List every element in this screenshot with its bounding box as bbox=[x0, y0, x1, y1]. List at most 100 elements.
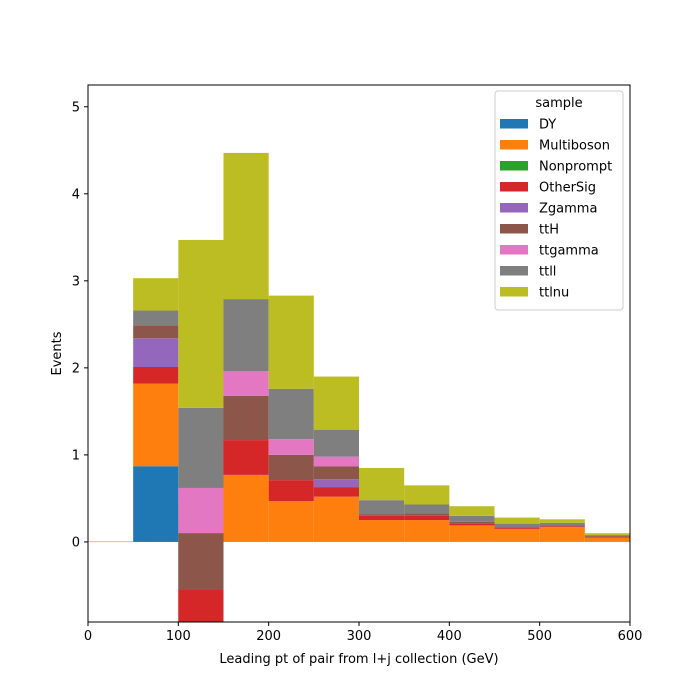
bar-othersig-bin-4 bbox=[268, 480, 314, 502]
legend-label-tth: ttH bbox=[539, 223, 559, 238]
x-tick-label: 200 bbox=[256, 629, 281, 644]
legend-label-dy: DY bbox=[539, 118, 556, 133]
legend-swatch-dy bbox=[500, 119, 528, 129]
bar-ttll-bin-7 bbox=[404, 504, 450, 514]
bar-tth-bin-6 bbox=[359, 514, 405, 516]
bar-ttlnu-bin-3 bbox=[223, 152, 269, 300]
bar-tth-bin-1 bbox=[133, 325, 179, 339]
y-tick-label: 4 bbox=[72, 187, 80, 202]
bar-tth-bin-5 bbox=[313, 466, 359, 480]
y-tick-label: 1 bbox=[72, 448, 80, 463]
bar-tth-bin-8 bbox=[449, 521, 495, 524]
legend-label-multiboson: Multiboson bbox=[539, 139, 610, 154]
bar-tth-bin-3 bbox=[223, 395, 269, 441]
legend-label-nonprompt: Nonprompt bbox=[539, 160, 612, 175]
bar-othersig-bin-6 bbox=[359, 515, 405, 521]
bar-tth-bin-2 bbox=[178, 533, 224, 590]
y-tick-label: 5 bbox=[72, 100, 80, 115]
legend-swatch-tth bbox=[500, 224, 528, 234]
legend-swatch-ttgamma bbox=[500, 245, 528, 255]
bar-multiboson-bin-7 bbox=[404, 520, 450, 542]
bar-ttlnu-bin-6 bbox=[359, 467, 405, 501]
y-tick-label: 3 bbox=[72, 274, 80, 289]
bar-multiboson-bin-4 bbox=[268, 501, 314, 542]
bar-multiboson-bin-8 bbox=[449, 525, 495, 542]
legend: sample DY Multiboson Nonprompt OtherSig Zgam… bbox=[494, 90, 624, 311]
legend-swatch-zgamma bbox=[500, 203, 528, 213]
bar-ttgamma-bin-4 bbox=[268, 439, 314, 455]
bar-ttll-bin-2 bbox=[178, 407, 224, 488]
x-tick-label: 300 bbox=[347, 629, 372, 644]
bar-ttlnu-bin-1 bbox=[133, 278, 179, 311]
bar-ttlnu-bin-4 bbox=[268, 295, 314, 389]
bar-ttll-bin-11 bbox=[584, 534, 630, 536]
bar-ttlnu-bin-11 bbox=[584, 533, 630, 535]
bar-othersig-bin-7 bbox=[404, 515, 450, 521]
bar-ttgamma-bin-2 bbox=[178, 487, 224, 534]
legend-label-ttgamma: ttgamma bbox=[539, 244, 599, 259]
x-tick-label: 0 bbox=[84, 629, 92, 644]
legend-swatch-ttlnu bbox=[500, 287, 528, 297]
bar-tth-bin-7 bbox=[404, 513, 450, 516]
bar-ttgamma-bin-3 bbox=[223, 371, 269, 396]
x-tick-label: 600 bbox=[618, 629, 643, 644]
bar-othersig-bin-1 bbox=[133, 366, 179, 384]
bar-othersig-bin-5 bbox=[313, 487, 359, 497]
y-tick-label: 0 bbox=[72, 535, 80, 550]
bar-tth-bin-11 bbox=[584, 535, 630, 537]
bar-multiboson-bin-9 bbox=[494, 528, 540, 542]
bar-ttll-bin-6 bbox=[359, 500, 405, 515]
bar-tth-bin-10 bbox=[539, 525, 585, 527]
bar-ttlnu-bin-9 bbox=[494, 517, 540, 524]
bar-multiboson-bin-10 bbox=[539, 527, 585, 542]
bar-ttll-bin-4 bbox=[268, 388, 314, 440]
bar-othersig-bin-3 bbox=[223, 440, 269, 475]
x-axis: 0 100 200 300 400 500 600 bbox=[84, 622, 643, 644]
legend-label-zgamma: Zgamma bbox=[539, 202, 597, 217]
legend-swatch-othersig bbox=[500, 182, 528, 192]
legend-swatch-multiboson bbox=[500, 140, 528, 150]
bars-layer bbox=[88, 152, 630, 622]
bar-tth-bin-9 bbox=[494, 527, 540, 529]
legend-title: sample bbox=[535, 96, 582, 111]
bar-othersig-bin-11 bbox=[584, 536, 630, 538]
x-tick-label: 500 bbox=[527, 629, 552, 644]
bar-ttlnu-bin-5 bbox=[313, 376, 359, 430]
bar-zgamma-bin-5 bbox=[313, 479, 359, 488]
bar-ttlnu-bin-8 bbox=[449, 506, 495, 516]
bar-othersig-bin-2 bbox=[178, 589, 224, 622]
x-tick-label: 400 bbox=[437, 629, 462, 644]
bar-ttll-bin-9 bbox=[494, 523, 540, 528]
bar-othersig-bin-10 bbox=[539, 526, 585, 528]
bar-othersig-bin-9 bbox=[494, 528, 540, 529]
bar-dy-bin-1 bbox=[133, 466, 179, 542]
bar-ttlnu-bin-2 bbox=[178, 239, 224, 408]
bar-ttlnu-bin-10 bbox=[539, 519, 585, 523]
bar-othersig-bin-8 bbox=[449, 523, 495, 526]
bar-ttll-bin-1 bbox=[133, 310, 179, 326]
bar-multiboson-bin-11 bbox=[584, 537, 630, 542]
bar-multiboson-bin-6 bbox=[359, 520, 405, 542]
legend-label-othersig: OtherSig bbox=[539, 181, 596, 196]
legend-swatch-nonprompt bbox=[500, 161, 528, 171]
bar-ttll-bin-3 bbox=[223, 299, 269, 372]
bar-multiboson-bin-0 bbox=[88, 541, 134, 543]
bar-nonprompt-bin-11 bbox=[584, 537, 630, 538]
bar-ttgamma-bin-5 bbox=[313, 456, 359, 467]
legend-swatch-ttll bbox=[500, 266, 528, 276]
x-axis-label: Leading pt of pair from l+j collection (… bbox=[219, 652, 498, 667]
bar-ttll-bin-5 bbox=[313, 429, 359, 457]
bar-ttll-bin-10 bbox=[539, 522, 585, 526]
y-tick-label: 2 bbox=[72, 361, 80, 376]
y-axis-label: Events bbox=[50, 331, 65, 375]
legend-label-ttll: ttll bbox=[539, 265, 556, 280]
bar-zgamma-bin-1 bbox=[133, 338, 179, 367]
bar-multiboson-bin-3 bbox=[223, 474, 269, 542]
bar-ttll-bin-8 bbox=[449, 515, 495, 522]
bar-ttlnu-bin-7 bbox=[404, 485, 450, 505]
bar-multiboson-bin-1 bbox=[133, 383, 179, 467]
x-tick-label: 100 bbox=[166, 629, 191, 644]
y-axis: 0 1 2 3 4 5 bbox=[72, 100, 88, 550]
bar-tth-bin-4 bbox=[268, 454, 314, 481]
